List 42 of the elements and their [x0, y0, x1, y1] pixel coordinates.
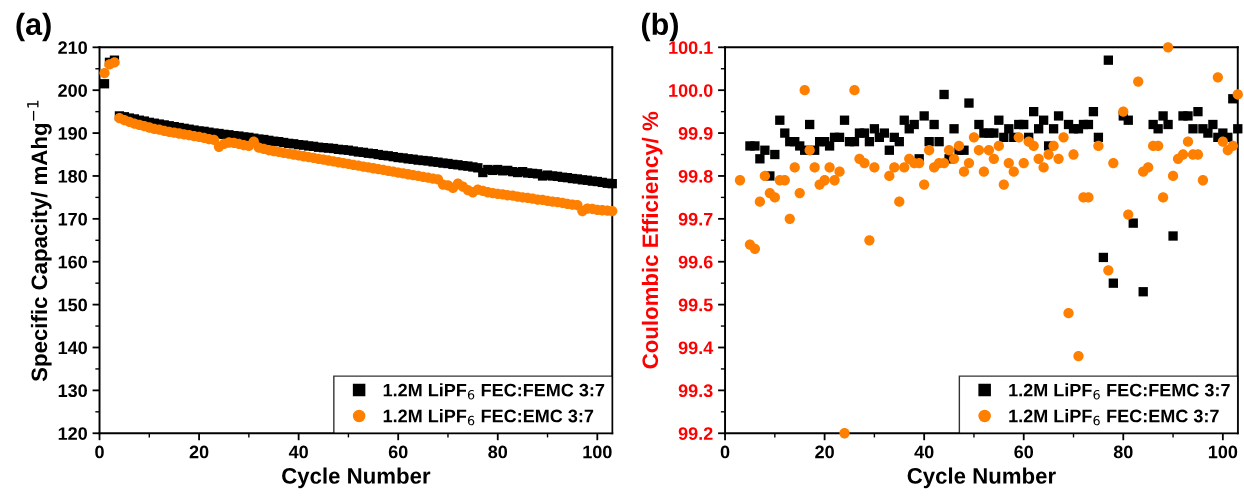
y-tick-label: 200 — [58, 84, 87, 97]
y-tick-label: 99.5 — [678, 298, 713, 312]
x-tick-label: 100 — [583, 445, 612, 459]
chart-title: (b) — [641, 12, 678, 42]
legend-label: 1.2M LiPF$_{6}$ FEC:EMC 3:7 — [1009, 409, 1219, 426]
y-axis-title: Specific Capacity/ mAhg$^{−1}$ — [27, 100, 52, 382]
x-tick-label: 40 — [914, 445, 934, 459]
x-tick-label: 60 — [388, 445, 408, 459]
y-tick-label: 160 — [58, 255, 87, 269]
x-tick-label: 60 — [1014, 445, 1034, 459]
x-tick-label: 80 — [1113, 445, 1133, 459]
y-tick-label: 190 — [58, 127, 87, 140]
legend-label: 1.2M LiPF$_{6}$ FEC:EMC 3:7 — [383, 409, 594, 426]
y-tick-label: 99.3 — [678, 384, 713, 398]
legend-label: 1.2M LiPF$_{6}$ FEC:FEMC 3:7 — [1009, 383, 1230, 400]
x-axis-title: Cycle Number — [282, 467, 431, 489]
y-tick-label: 210 — [58, 41, 87, 55]
y-tick-label: 99.7 — [678, 212, 713, 226]
y-tick-label: 150 — [58, 298, 87, 312]
chart-title: (a) — [16, 12, 51, 42]
x-tick-label: 20 — [189, 445, 209, 459]
y-tick-label: 99.6 — [678, 255, 713, 269]
x-tick-label: 20 — [815, 445, 834, 459]
x-axis-title: Cycle Number — [907, 467, 1056, 489]
y-tick-label: 120 — [58, 427, 87, 440]
y-tick-label: 99.4 — [678, 341, 714, 355]
x-tick-label: 100 — [1208, 445, 1238, 459]
y-tick-label: 140 — [58, 341, 87, 355]
y-tick-label: 180 — [58, 169, 87, 183]
y-tick-label: 100.1 — [669, 41, 713, 55]
legend-label: 1.2M LiPF$_{6}$ FEC:FEMC 3:7 — [383, 383, 605, 400]
x-tick-label: 0 — [720, 445, 730, 459]
x-tick-label: 80 — [488, 445, 508, 459]
y-axis-title: Coulombic Efficiency/ % — [641, 111, 663, 369]
x-tick-label: 40 — [288, 445, 308, 459]
y-tick-label: 99.8 — [678, 169, 713, 183]
x-tick-label: 0 — [95, 445, 104, 459]
y-tick-label: 99.2 — [678, 427, 713, 440]
y-tick-label: 99.9 — [678, 127, 713, 140]
y-tick-label: 170 — [58, 212, 87, 226]
y-tick-label: 100.0 — [669, 84, 713, 97]
y-tick-label: 130 — [58, 384, 87, 398]
